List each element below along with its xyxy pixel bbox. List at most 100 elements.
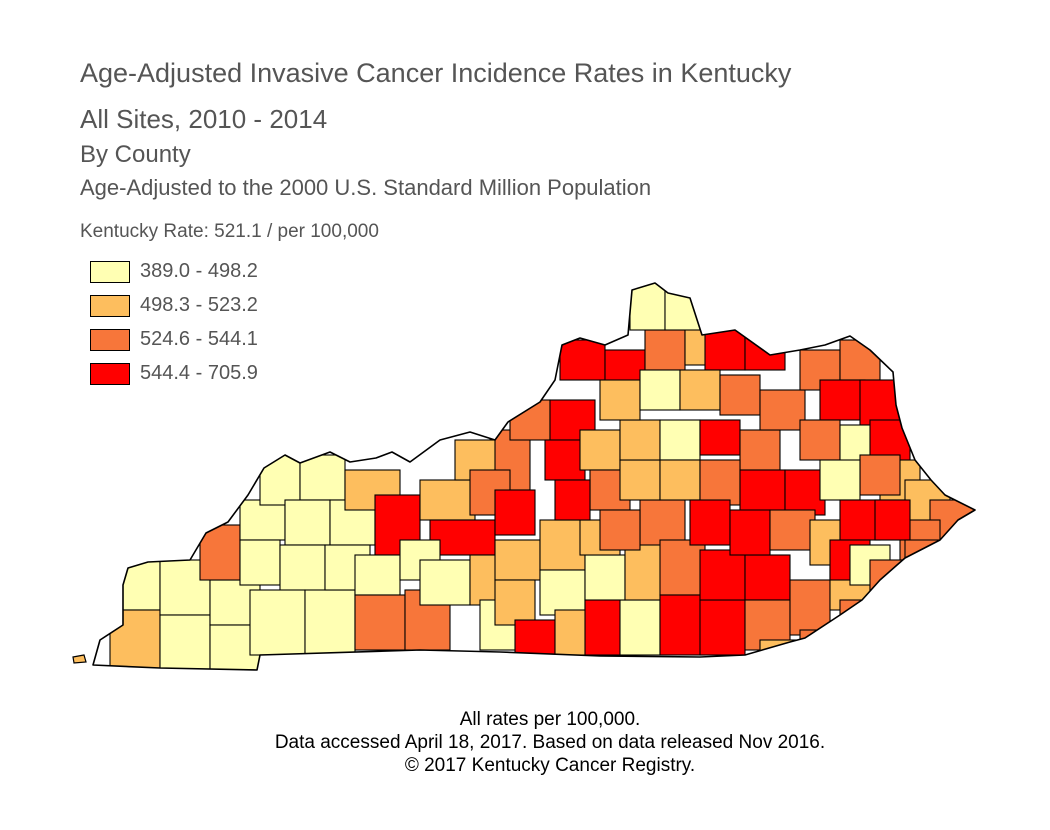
county-cell (679, 369, 721, 411)
county-cell (699, 599, 746, 656)
county-cell (109, 559, 161, 611)
legend-swatch-1 (90, 260, 130, 283)
county-cell (659, 419, 701, 461)
county-cell (599, 509, 641, 551)
county-cell (619, 419, 661, 461)
county-cell (494, 579, 536, 626)
county-cell (544, 439, 586, 481)
legend-swatch-3 (90, 328, 130, 351)
county-cell (619, 459, 661, 501)
county-cell (704, 329, 746, 371)
county-cell (744, 329, 786, 371)
county-cell (429, 519, 496, 556)
county-cell (769, 509, 816, 551)
county-cell (259, 454, 301, 506)
legend-item-2: 498.3 - 523.2 (90, 292, 258, 319)
legend-label-3: 524.6 - 544.1 (140, 328, 258, 350)
legend-item-3: 524.6 - 544.1 (90, 326, 258, 353)
county-cell (299, 454, 346, 501)
legend: 389.0 - 498.2 498.3 - 523.2 524.6 - 544.… (90, 258, 258, 394)
county-cells (93, 283, 975, 670)
state-rate: Kentucky Rate: 521.1 / per 100,000 (80, 221, 379, 242)
county-cell (659, 539, 706, 596)
county-cell (93, 559, 111, 621)
county-cell (419, 559, 471, 606)
county-cell (354, 594, 406, 651)
footer-line-2: Data accessed April 18, 2017. Based on d… (274, 732, 826, 753)
county-cell (199, 524, 241, 581)
county-cell (584, 599, 626, 656)
map-subtitle-by-county: By County (80, 141, 191, 168)
county-cell (799, 419, 841, 461)
footer-line-3: © 2017 Kentucky Cancer Registry. (404, 755, 696, 776)
map-title: Age-Adjusted Invasive Cancer Incidence R… (80, 58, 792, 88)
county-cell (509, 399, 551, 441)
county-cell (239, 499, 286, 541)
county-cell (759, 639, 801, 666)
county-cell (689, 499, 731, 546)
legend-label-2: 498.3 - 523.2 (140, 294, 258, 316)
county-cell (659, 459, 701, 501)
county-cell (559, 339, 606, 381)
legend-label-4: 544.4 - 705.9 (140, 362, 258, 384)
county-cell (659, 594, 706, 656)
county-cell (644, 329, 686, 371)
county-cell (514, 619, 556, 656)
county-cell (839, 339, 881, 381)
county-cell (539, 569, 586, 616)
footer-line-1: All rates per 100,000. (459, 709, 641, 730)
county-cell (354, 554, 401, 596)
county-cell (304, 589, 356, 656)
legend-item-4: 544.4 - 705.9 (90, 360, 258, 387)
county-cell (904, 539, 946, 581)
county-cell (159, 614, 211, 670)
county-cell (539, 519, 586, 571)
county-cell (699, 419, 741, 456)
county-cell (819, 379, 866, 421)
county-cell (789, 579, 831, 636)
county-cell (619, 599, 661, 656)
county-cell (579, 429, 621, 471)
county-cell (284, 499, 331, 546)
county-cell (639, 369, 681, 411)
county-cell (279, 544, 326, 596)
map-subtitle-sites: All Sites, 2010 - 2014 (80, 104, 328, 134)
county-cell (799, 629, 841, 661)
county-cell (699, 459, 741, 506)
county-cell (739, 429, 781, 471)
kentucky-outline (92, 282, 976, 671)
legend-swatch-4 (90, 362, 130, 385)
county-cell (249, 589, 306, 656)
county-cell (239, 539, 281, 586)
county-cell (584, 554, 626, 601)
county-cell (859, 454, 901, 496)
legend-label-1: 389.0 - 498.2 (140, 260, 258, 282)
county-cell (719, 374, 761, 416)
county-cell (699, 549, 746, 601)
county-cell (839, 499, 881, 541)
county-cell (554, 609, 591, 656)
legend-swatch-2 (90, 294, 130, 317)
map-subtitle-standard: Age-Adjusted to the 2000 U.S. Standard M… (80, 175, 652, 200)
county-cell (869, 559, 911, 601)
county-cell (599, 379, 641, 421)
county-cell (494, 489, 536, 536)
county-cell (874, 499, 911, 541)
county-cell (839, 599, 881, 641)
county-cell (639, 499, 686, 546)
legend-item-1: 389.0 - 498.2 (90, 258, 258, 285)
county-cell (739, 469, 786, 516)
county-cell (729, 509, 771, 556)
county-cell (819, 459, 861, 501)
footer-notes: All rates per 100,000. Data accessed Apr… (180, 708, 920, 777)
county-cell (879, 579, 921, 621)
county-cell (759, 389, 806, 431)
county-cell (109, 609, 161, 670)
county-cell (744, 554, 791, 601)
fulton-county-exclave (72, 654, 87, 664)
county-cell (554, 479, 591, 521)
county-cell (784, 469, 826, 516)
county-cell (419, 479, 476, 521)
county-cell (494, 539, 541, 581)
